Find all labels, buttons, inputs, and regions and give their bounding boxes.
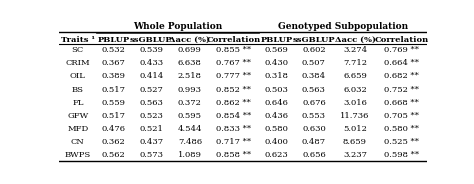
- Text: 3.016: 3.016: [343, 99, 367, 107]
- Text: 7.486: 7.486: [178, 138, 202, 146]
- Text: 0.384: 0.384: [302, 72, 326, 80]
- Text: BS: BS: [72, 86, 84, 93]
- Text: 0.752 **: 0.752 **: [384, 86, 419, 93]
- Text: PBLUP: PBLUP: [98, 36, 130, 44]
- Text: 0.699: 0.699: [178, 46, 202, 54]
- Text: Traits ¹: Traits ¹: [61, 36, 95, 44]
- Text: ssGBLUP: ssGBLUP: [292, 36, 335, 44]
- Text: 0.563: 0.563: [139, 99, 163, 107]
- Text: 0.433: 0.433: [139, 59, 164, 68]
- Text: 0.598 **: 0.598 **: [384, 151, 419, 159]
- Text: 0.553: 0.553: [302, 112, 326, 120]
- Text: GFW: GFW: [67, 112, 89, 120]
- Text: 0.595: 0.595: [178, 112, 202, 120]
- Text: 0.668 **: 0.668 **: [384, 99, 419, 107]
- Text: 0.389: 0.389: [102, 72, 126, 80]
- Text: 0.602: 0.602: [302, 46, 326, 54]
- Text: ssGBLUP: ssGBLUP: [130, 36, 173, 44]
- Text: 6.659: 6.659: [343, 72, 367, 80]
- Text: 6.032: 6.032: [343, 86, 367, 93]
- Text: Correlation: Correlation: [374, 36, 428, 44]
- Text: 0.646: 0.646: [264, 99, 288, 107]
- Text: 6.638: 6.638: [178, 59, 202, 68]
- Text: 0.563: 0.563: [302, 86, 326, 93]
- Text: Δacc (%): Δacc (%): [335, 36, 375, 44]
- Text: BWPS: BWPS: [64, 151, 91, 159]
- Text: MFD: MFD: [67, 125, 89, 133]
- Text: 0.525 **: 0.525 **: [384, 138, 419, 146]
- Text: 0.372: 0.372: [178, 99, 202, 107]
- Text: 1.089: 1.089: [178, 151, 202, 159]
- Text: Genotyped Subpopulation: Genotyped Subpopulation: [278, 22, 408, 31]
- Text: 0.527: 0.527: [139, 86, 163, 93]
- Text: Δacc (%): Δacc (%): [169, 36, 210, 44]
- Text: 0.517: 0.517: [102, 112, 126, 120]
- Text: 0.623: 0.623: [264, 151, 288, 159]
- Text: 0.676: 0.676: [302, 99, 326, 107]
- Text: 0.777 **: 0.777 **: [216, 72, 251, 80]
- Text: 0.367: 0.367: [102, 59, 126, 68]
- Text: 0.573: 0.573: [139, 151, 164, 159]
- Text: 0.521: 0.521: [139, 125, 163, 133]
- Text: 0.705 **: 0.705 **: [384, 112, 419, 120]
- Text: 0.362: 0.362: [102, 138, 126, 146]
- Text: 0.858 **: 0.858 **: [216, 151, 251, 159]
- Text: 0.852 **: 0.852 **: [216, 86, 251, 93]
- Text: 3.274: 3.274: [343, 46, 367, 54]
- Text: 0.517: 0.517: [102, 86, 126, 93]
- Text: 0.993: 0.993: [178, 86, 202, 93]
- Text: 0.503: 0.503: [264, 86, 288, 93]
- Text: CN: CN: [71, 138, 85, 146]
- Text: 0.523: 0.523: [139, 112, 163, 120]
- Text: 11.736: 11.736: [340, 112, 370, 120]
- Text: 0.664 **: 0.664 **: [384, 59, 419, 68]
- Text: 0.833 **: 0.833 **: [216, 125, 251, 133]
- Text: 8.659: 8.659: [343, 138, 367, 146]
- Text: 0.414: 0.414: [139, 72, 164, 80]
- Text: 0.630: 0.630: [302, 125, 326, 133]
- Text: 4.544: 4.544: [178, 125, 202, 133]
- Text: 0.539: 0.539: [139, 46, 164, 54]
- Text: 0.767 **: 0.767 **: [216, 59, 251, 68]
- Text: FL: FL: [72, 99, 83, 107]
- Text: 3.237: 3.237: [343, 151, 367, 159]
- Text: 0.656: 0.656: [302, 151, 326, 159]
- Text: 0.559: 0.559: [102, 99, 126, 107]
- Text: 0.532: 0.532: [102, 46, 126, 54]
- Text: 0.476: 0.476: [102, 125, 126, 133]
- Text: 0.855 **: 0.855 **: [216, 46, 251, 54]
- Text: 0.507: 0.507: [302, 59, 326, 68]
- Text: PBLUP: PBLUP: [260, 36, 292, 44]
- Text: SC: SC: [72, 46, 84, 54]
- Text: 0.717 **: 0.717 **: [216, 138, 251, 146]
- Text: 0.580: 0.580: [264, 125, 288, 133]
- Text: 0.682 **: 0.682 **: [384, 72, 419, 80]
- Text: 0.400: 0.400: [264, 138, 288, 146]
- Text: Whole Population: Whole Population: [133, 22, 222, 31]
- Text: 0.437: 0.437: [139, 138, 164, 146]
- Text: 0.562: 0.562: [102, 151, 126, 159]
- Text: 0.854 **: 0.854 **: [216, 112, 251, 120]
- Text: 0.318: 0.318: [264, 72, 288, 80]
- Text: 0.569: 0.569: [264, 46, 288, 54]
- Text: 0.862 **: 0.862 **: [216, 99, 251, 107]
- Text: 2.518: 2.518: [178, 72, 202, 80]
- Text: CRIM: CRIM: [65, 59, 90, 68]
- Text: 0.436: 0.436: [264, 112, 288, 120]
- Text: Correlation: Correlation: [207, 36, 261, 44]
- Text: 0.580 **: 0.580 **: [384, 125, 419, 133]
- Text: 7.712: 7.712: [343, 59, 367, 68]
- Text: 0.769 **: 0.769 **: [384, 46, 419, 54]
- Text: 5.012: 5.012: [343, 125, 367, 133]
- Text: 0.487: 0.487: [302, 138, 326, 146]
- Text: 0.430: 0.430: [264, 59, 288, 68]
- Text: OIL: OIL: [70, 72, 86, 80]
